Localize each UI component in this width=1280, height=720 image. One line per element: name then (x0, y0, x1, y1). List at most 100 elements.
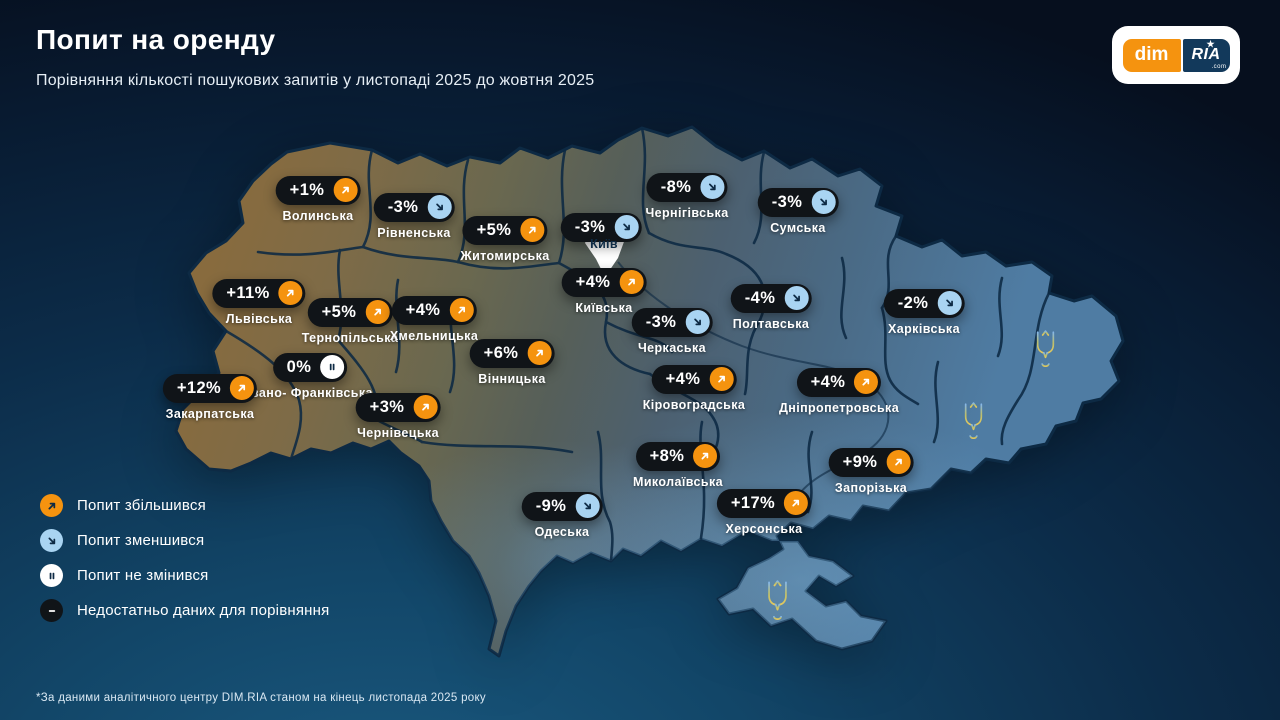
region-marker: +17% Херсонська (716, 488, 812, 536)
region-badge: +1% (275, 175, 361, 205)
region-name-label: Івано- Франківська (247, 385, 373, 400)
arrow-up-right-icon (886, 450, 911, 474)
pause-icon (320, 355, 345, 379)
region-badge: +5% (462, 215, 548, 245)
region-marker: +4% Дніпропетровська (778, 367, 900, 415)
arrow-down-right-icon (427, 195, 452, 219)
region-marker: -9% Одеська (521, 491, 603, 539)
arrow-up-right-icon (520, 218, 545, 242)
region-badge: -3% (631, 307, 713, 337)
region-marker: +11% Львівська (212, 278, 306, 326)
region-marker: -2% Харківська (883, 288, 965, 336)
arrow-up-right-icon (365, 300, 390, 324)
region-value: -2% (897, 293, 929, 312)
arrow-down-right-icon (784, 286, 809, 310)
kyiv-city-label: Київ (590, 237, 618, 251)
region-value: -3% (387, 197, 419, 216)
region-value: +17% (730, 493, 776, 512)
legend-item: Попит збільшився (40, 494, 329, 517)
region-name-label: Черкаська (637, 340, 707, 355)
logo-star-icon: ★ (1206, 38, 1216, 49)
arrow-up-right-icon (619, 270, 644, 294)
arrow-up-right-icon (278, 281, 303, 305)
region-value: -9% (535, 496, 567, 515)
region-value: -3% (771, 192, 803, 211)
region-value: +9% (842, 452, 878, 471)
region-name-label: Полтавська (732, 316, 810, 331)
region-value: -3% (645, 312, 677, 331)
region-value: -3% (574, 217, 606, 236)
region-badge: -8% (646, 172, 728, 202)
region-value: +3% (369, 397, 405, 416)
region-value: +12% (176, 378, 222, 397)
region-name-label: Херсонська (725, 521, 803, 536)
region-badge: +5% (307, 297, 393, 327)
region-marker: +12% Закарпатська (162, 373, 258, 421)
region-value: +6% (483, 343, 519, 362)
region-value: +4% (405, 300, 441, 319)
region-marker: -3% Сумська (757, 187, 839, 235)
arrow-down-right-icon (811, 190, 836, 214)
region-marker: +4% Київська (561, 267, 647, 315)
logo-ria-text: RIA (1191, 46, 1221, 63)
region-badge: +17% (716, 488, 812, 518)
region-name-label: Вінницька (478, 371, 546, 386)
region-badge: -3% (560, 212, 642, 242)
region-name-label: Хмельницька (389, 328, 479, 343)
legend-item: Попит не змінився (40, 564, 329, 587)
arrow-up-right-icon (693, 444, 718, 468)
region-value: 0% (286, 357, 312, 376)
region-value: +5% (321, 302, 357, 321)
region-name-label: Закарпатська (165, 406, 255, 421)
region-name-label: Київська (575, 300, 633, 315)
arrow-up-right-icon (230, 376, 255, 400)
region-badge: +9% (828, 447, 914, 477)
arrow-up-right-icon (449, 298, 474, 322)
arrow-down-right-icon (700, 175, 725, 199)
region-name-label: Дніпропетровська (778, 400, 900, 415)
arrow-down-right-icon (40, 529, 63, 552)
region-name-label: Львівська (225, 311, 293, 326)
region-marker: -3% Черкаська (631, 307, 713, 355)
region-badge: +4% (796, 367, 882, 397)
region-marker: -8% Чернігівська (645, 172, 728, 220)
arrow-down-right-icon (937, 291, 962, 315)
logo-com-text: .com (1211, 63, 1227, 70)
region-name-label: Чернівецька (357, 425, 439, 440)
legend-label: Попит зменшився (77, 532, 205, 549)
region-marker: +4% Кіровоградська (642, 364, 746, 412)
region-badge: +8% (635, 441, 721, 471)
region-value: -4% (744, 288, 776, 307)
arrow-up-right-icon (527, 341, 552, 365)
region-name-label: Рівненська (377, 225, 451, 240)
minus-icon (40, 599, 63, 622)
region-marker: +8% Миколаївська (633, 441, 723, 489)
region-badge: +12% (162, 373, 258, 403)
region-marker: -4% Полтавська (730, 283, 812, 331)
arrow-down-right-icon (614, 215, 639, 239)
region-name-label: Запорізька (834, 480, 908, 495)
region-marker: 0% Івано- Франківська (247, 352, 373, 400)
region-value: +4% (665, 369, 701, 388)
region-badge: +4% (561, 267, 647, 297)
region-name-label: Кіровоградська (642, 397, 746, 412)
region-value: +8% (649, 446, 685, 465)
arrow-up-right-icon (413, 395, 438, 419)
region-badge: +4% (391, 295, 477, 325)
region-marker: +1% Волинська (275, 175, 361, 223)
legend-label: Недостатньо даних для порівняння (77, 602, 330, 619)
arrow-up-right-icon (784, 491, 809, 515)
region-badge: -2% (883, 288, 965, 318)
region-marker: +9% Запорізька (828, 447, 914, 495)
region-marker: +5% Тернопільська (301, 297, 399, 345)
region-badge: -9% (521, 491, 603, 521)
region-marker: +5% Житомирська (460, 215, 549, 263)
arrow-up-right-icon (854, 370, 879, 394)
region-badge: -4% (730, 283, 812, 313)
region-badge: -3% (757, 187, 839, 217)
region-name-label: Тернопільська (301, 330, 399, 345)
page-subtitle: Порівняння кількості пошукових запитів у… (36, 72, 595, 89)
region-badge: +6% (469, 338, 555, 368)
region-value: +11% (226, 283, 270, 302)
region-name-label: Миколаївська (633, 474, 723, 489)
